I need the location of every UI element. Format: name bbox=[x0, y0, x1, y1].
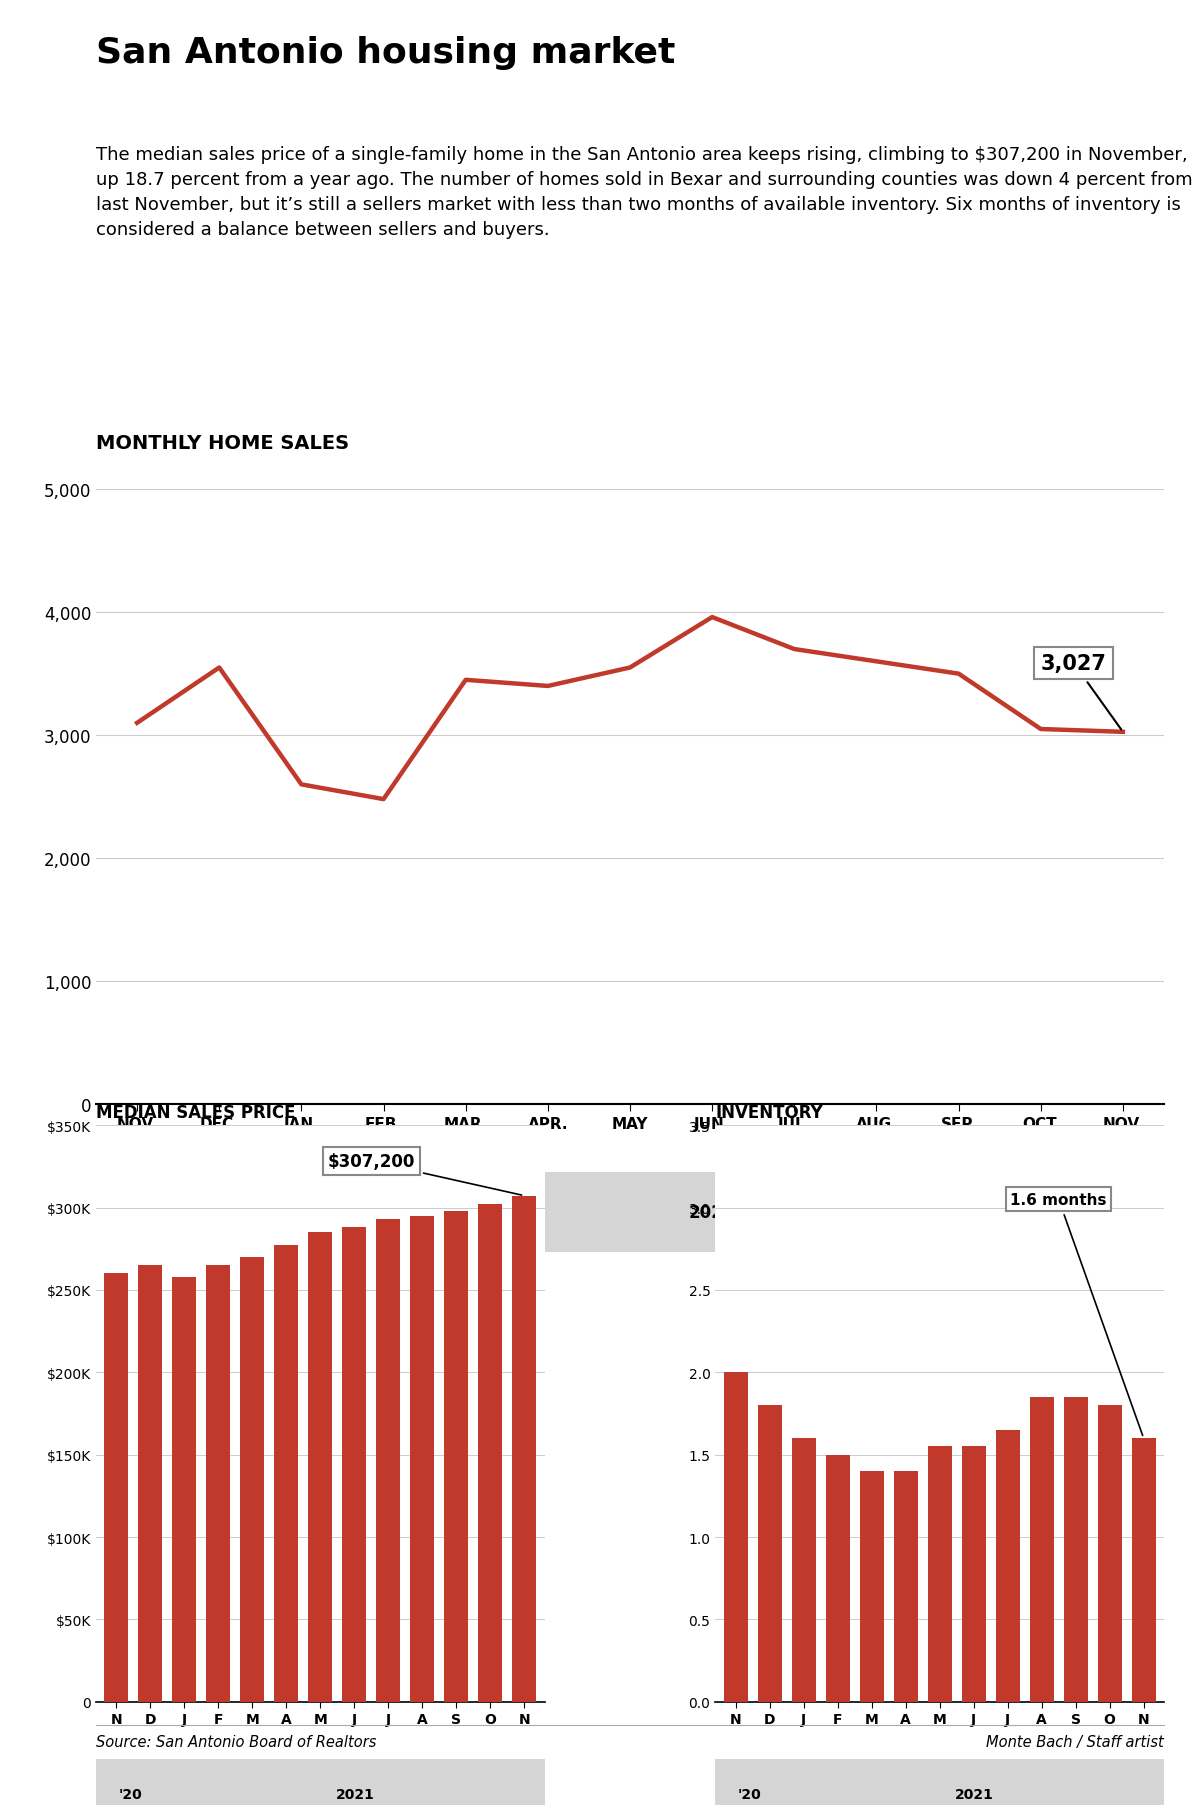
Bar bbox=[479, 1204, 503, 1702]
Text: $307,200: $307,200 bbox=[328, 1153, 522, 1195]
Text: 2021: 2021 bbox=[689, 1204, 736, 1222]
Bar bbox=[410, 1217, 434, 1702]
Text: MONTHLY HOME SALES: MONTHLY HOME SALES bbox=[96, 433, 349, 453]
Text: 1.6 months: 1.6 months bbox=[1010, 1191, 1142, 1435]
Text: MEDIAN SALES PRICE: MEDIAN SALES PRICE bbox=[96, 1103, 295, 1121]
Bar bbox=[512, 1197, 536, 1702]
Text: The median sales price of a single-family home in the San Antonio area keeps ris: The median sales price of a single-famil… bbox=[96, 146, 1193, 240]
Text: Monte Bach / Staff artist: Monte Bach / Staff artist bbox=[986, 1735, 1164, 1749]
Text: '20: '20 bbox=[738, 1787, 762, 1801]
Bar bbox=[826, 1455, 850, 1702]
Bar bbox=[785, 1760, 1164, 1805]
Text: 3,027: 3,027 bbox=[1040, 653, 1121, 731]
Bar bbox=[996, 1430, 1020, 1702]
Bar bbox=[240, 1258, 264, 1702]
Text: INVENTORY: INVENTORY bbox=[715, 1103, 823, 1121]
Bar bbox=[928, 1446, 952, 1702]
Bar bbox=[96, 1171, 260, 1253]
Bar bbox=[166, 1760, 545, 1805]
Bar bbox=[377, 1220, 401, 1702]
Bar bbox=[1132, 1439, 1156, 1702]
Bar bbox=[1098, 1406, 1122, 1702]
Bar bbox=[894, 1471, 918, 1702]
Bar bbox=[104, 1274, 128, 1702]
Bar bbox=[342, 1227, 366, 1702]
Bar bbox=[138, 1265, 162, 1702]
Bar bbox=[260, 1171, 1164, 1253]
Bar bbox=[308, 1233, 332, 1702]
Bar bbox=[444, 1211, 468, 1702]
Bar bbox=[961, 1446, 985, 1702]
Bar bbox=[206, 1265, 230, 1702]
Text: 2021: 2021 bbox=[955, 1787, 994, 1801]
Bar bbox=[757, 1406, 781, 1702]
Text: 2020: 2020 bbox=[155, 1204, 202, 1222]
Bar bbox=[1063, 1397, 1087, 1702]
Bar bbox=[724, 1372, 748, 1702]
Text: San Antonio housing market: San Antonio housing market bbox=[96, 36, 676, 70]
Text: Source: San Antonio Board of Realtors: Source: San Antonio Board of Realtors bbox=[96, 1735, 377, 1749]
Text: 2021: 2021 bbox=[336, 1787, 374, 1801]
Text: '20: '20 bbox=[119, 1787, 143, 1801]
Bar bbox=[96, 1760, 166, 1805]
Bar bbox=[715, 1760, 785, 1805]
Bar bbox=[275, 1245, 299, 1702]
Bar bbox=[859, 1471, 883, 1702]
Bar bbox=[792, 1439, 816, 1702]
Bar bbox=[173, 1276, 197, 1702]
Bar bbox=[1030, 1397, 1054, 1702]
